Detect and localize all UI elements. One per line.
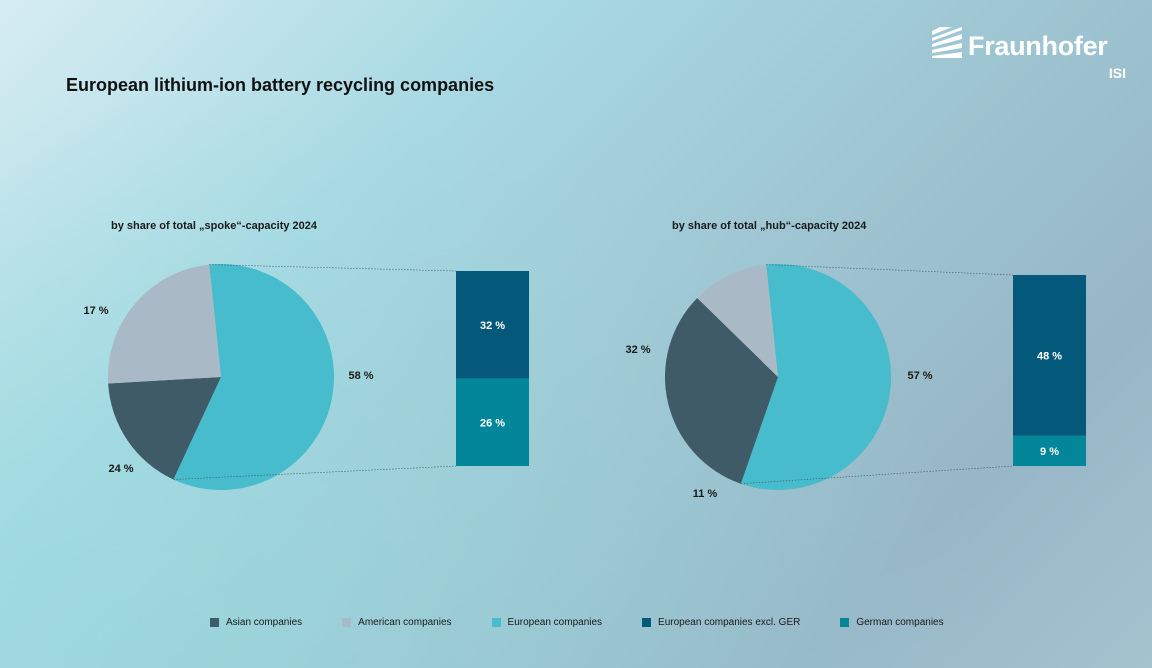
legend-item-european: European companies: [491, 617, 603, 628]
legend-label: German companies: [856, 617, 944, 628]
pie-label-european-companies: 58 %: [348, 370, 373, 382]
legend-label: European companies: [507, 617, 603, 628]
legend-label: American companies: [358, 617, 452, 628]
bar-label-german-companies: 26 %: [480, 417, 505, 429]
legend-item-asian: Asian companies: [210, 617, 302, 628]
bar-segment-european-companies-excl-ger: [1013, 275, 1086, 436]
pie-slice-american-companies: [107, 264, 221, 384]
legend-item-american: American companies: [342, 617, 452, 628]
connector-line-bottom: [173, 465, 457, 480]
pie-label-asian-companies: 32 %: [625, 344, 650, 356]
bar-label-european-companies-excl-ger: 32 %: [480, 320, 505, 332]
legend-swatch: [210, 618, 219, 627]
connector-line-top: [766, 264, 1014, 276]
connector-line-top: [209, 264, 457, 272]
logo-sub: ISI: [1108, 65, 1126, 81]
legend-label: Asian companies: [226, 617, 303, 628]
chart-1-title: by share of total „spoke“-capacity 2024: [111, 220, 318, 232]
bar-segment-german-companies: [456, 378, 529, 466]
fraunhofer-logo: Fraunhofer ISI: [930, 26, 1130, 86]
legend-label: European companies excl. GER: [658, 617, 801, 628]
pie-slice-asian-companies: [108, 377, 221, 480]
pie-slice-european-companies: [173, 264, 335, 491]
pie-label-european-companies: 57 %: [907, 370, 932, 382]
bar-label-european-companies-excl-ger: 48 %: [1037, 350, 1062, 362]
legend-item-german: German companies: [840, 617, 944, 628]
pie-slice-asian-companies: [665, 297, 778, 484]
bar-segment-european-companies-excl-ger: [456, 271, 529, 379]
connector-line-bottom: [740, 465, 1014, 485]
chart-2-title: by share of total „hub“-capacity 2024: [672, 220, 867, 232]
pie-label-asian-companies: 17 %: [83, 305, 108, 317]
fraunhofer-logo-icon: [932, 27, 962, 58]
bar-segment-german-companies: [1013, 435, 1086, 466]
pie-label-american-companies: 24 %: [108, 463, 133, 475]
legend-swatch: [491, 618, 501, 627]
legend: Asian companies American companies Europ…: [210, 617, 944, 628]
legend-item-european-excl-ger: European companies excl. GER: [642, 617, 800, 628]
pie-slice-american-companies: [697, 264, 778, 377]
pie-slice-european-companies: [740, 263, 892, 490]
page-title: European lithium-ion battery recycling c…: [66, 75, 495, 95]
logo-name: Fraunhofer: [968, 31, 1108, 61]
legend-swatch: [840, 618, 850, 627]
bar-label-german-companies: 9 %: [1040, 446, 1059, 458]
pie-label-american-companies: 11 %: [693, 488, 718, 500]
legend-swatch: [642, 618, 652, 627]
legend-swatch: [342, 618, 352, 627]
